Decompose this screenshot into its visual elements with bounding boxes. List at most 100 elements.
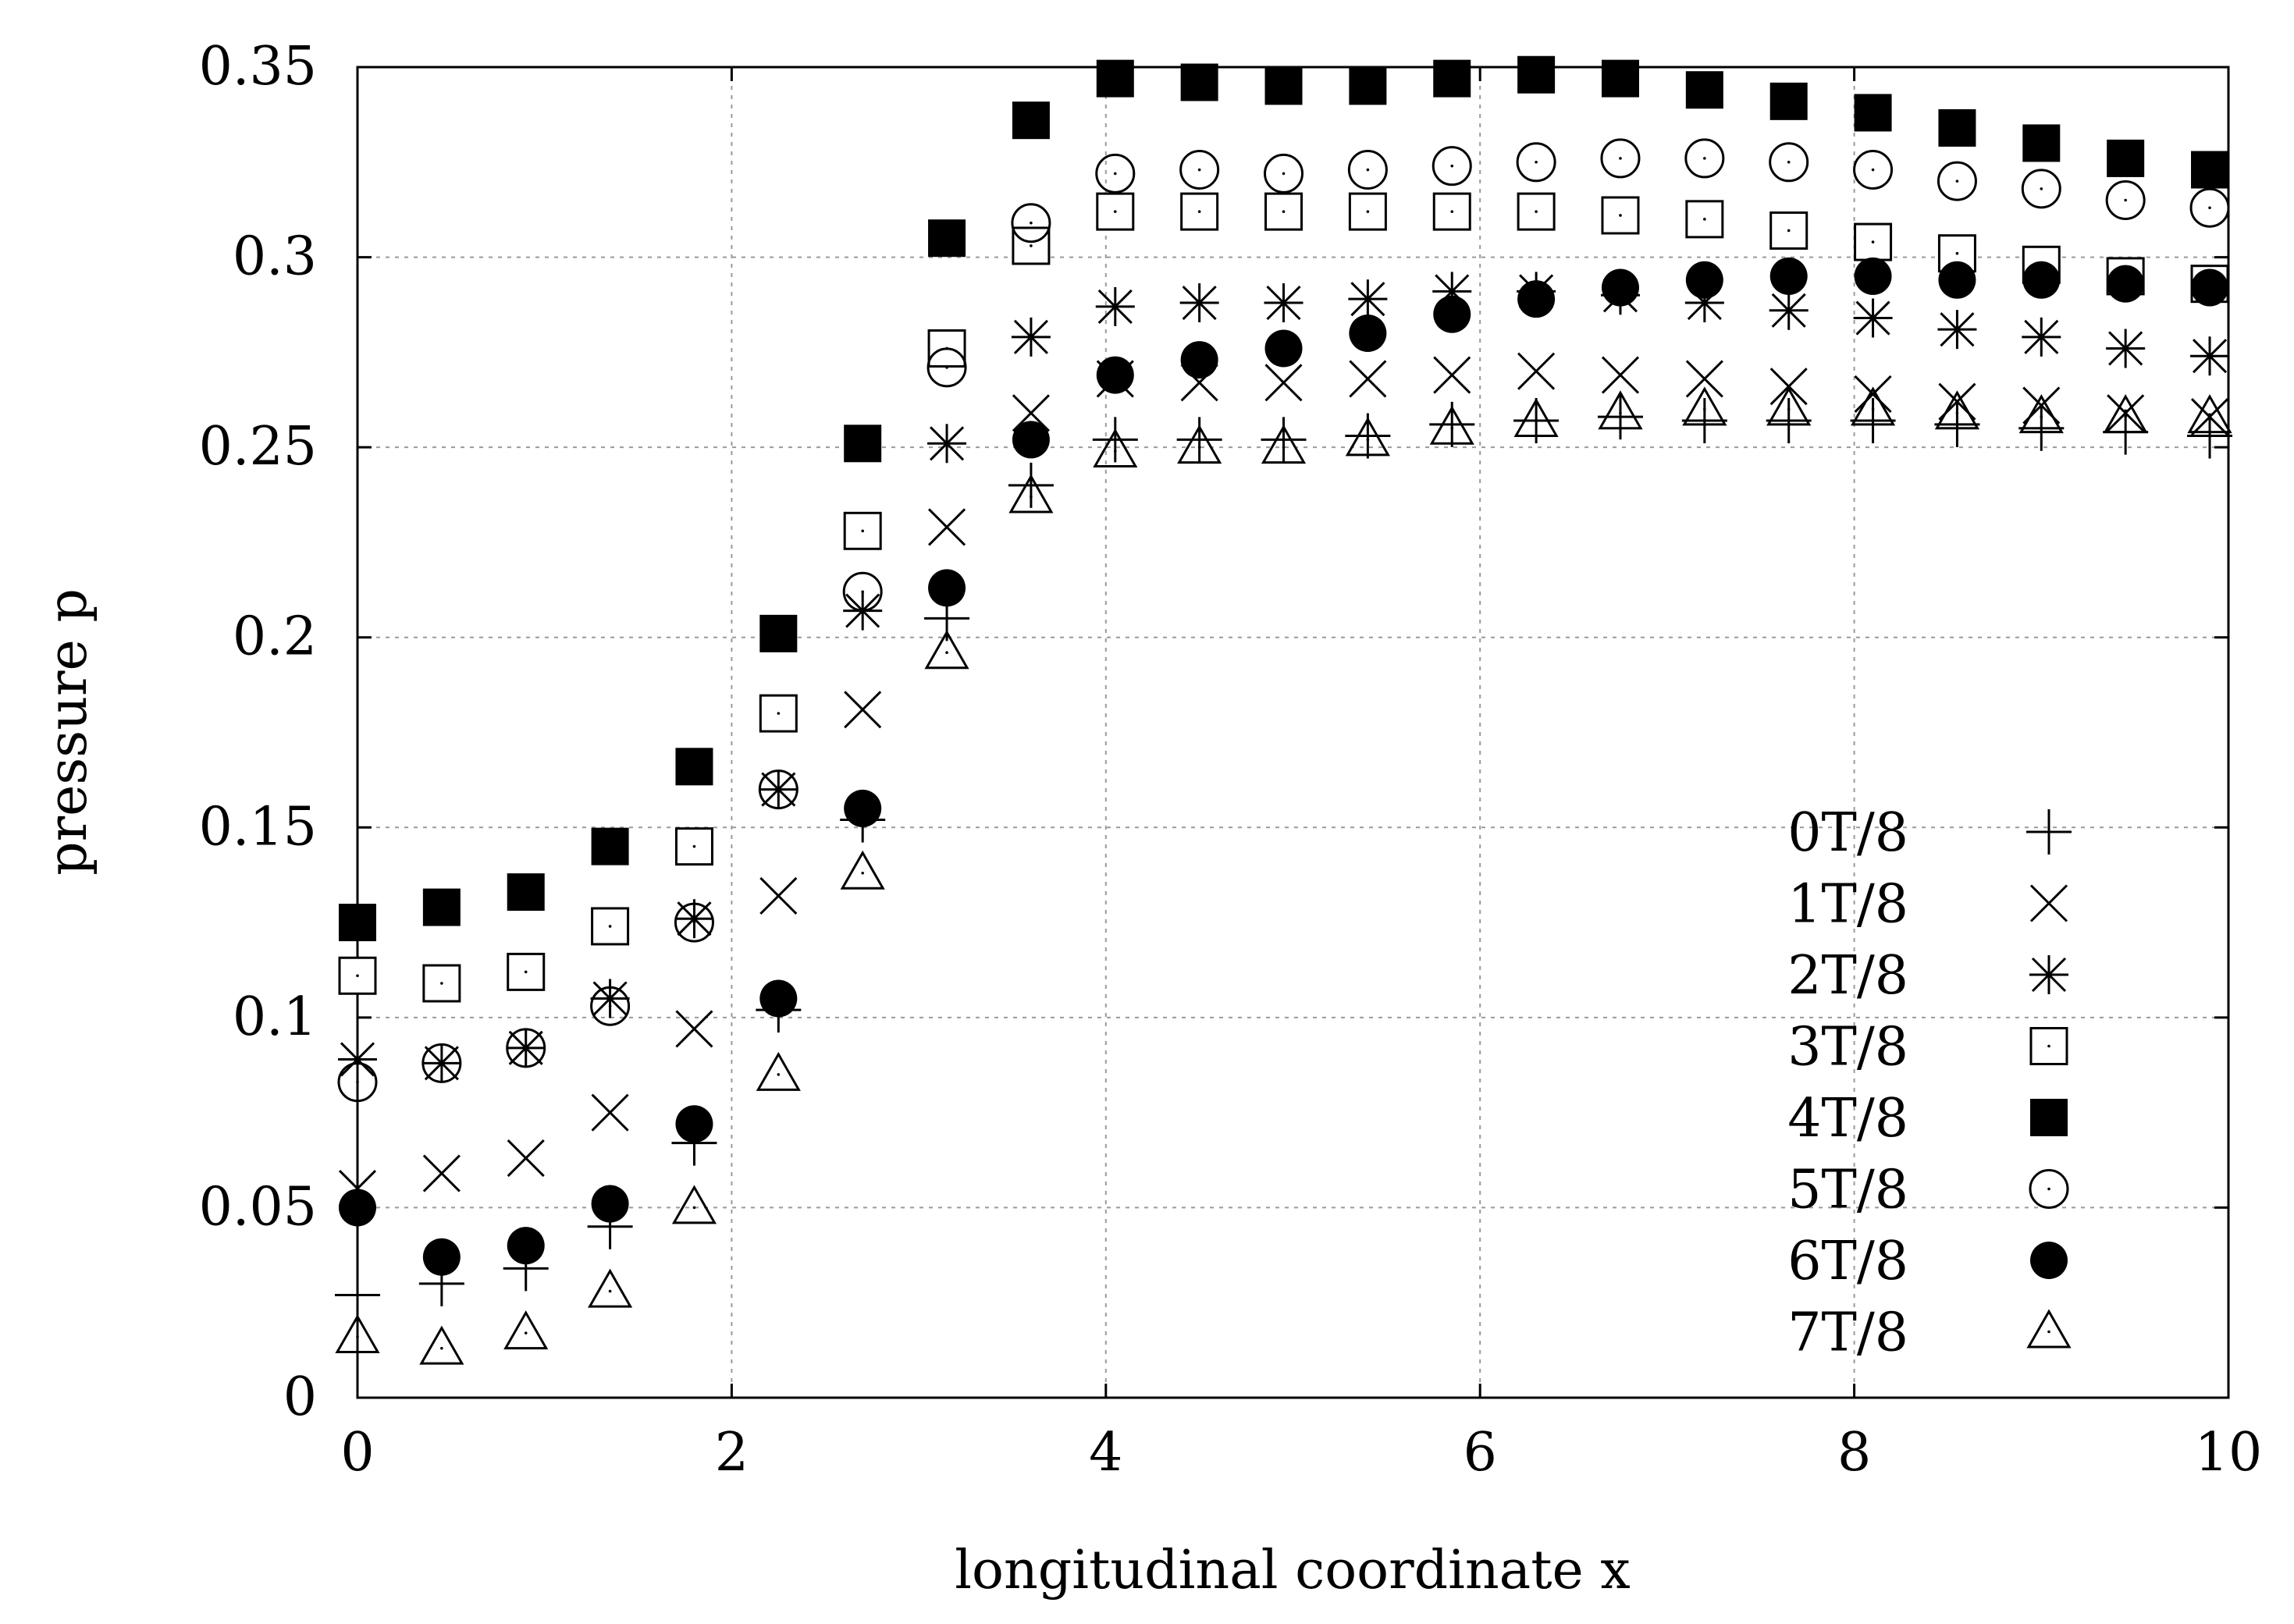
point-7t-8	[671, 1185, 717, 1224]
point-5t-8	[1432, 146, 1472, 187]
point-6t-8	[1517, 280, 1556, 318]
point-0t-8	[1092, 417, 1138, 463]
point-0t-8	[1261, 417, 1307, 463]
legend-marker-star	[2029, 955, 2068, 994]
point-2t-8	[338, 1039, 377, 1079]
point-7t-8	[1177, 425, 1222, 464]
legend-label: 0T/8	[1787, 802, 1908, 864]
legend-marker-triangle	[2026, 1309, 2072, 1349]
y-tick-label: 0.15	[199, 796, 317, 858]
point-6t-8	[507, 1227, 545, 1265]
point-3t-8	[591, 907, 630, 946]
point-0t-8	[1176, 417, 1222, 463]
point-5t-8	[842, 571, 883, 612]
point-3t-8	[1348, 192, 1387, 231]
point-5t-8	[1516, 142, 1556, 183]
point-3t-8	[1854, 222, 1893, 261]
point-7t-8	[419, 1325, 464, 1365]
legend-label: 6T/8	[1787, 1231, 1908, 1292]
point-7t-8	[2103, 394, 2148, 434]
point-6t-8	[1264, 329, 1303, 368]
point-4t-8	[507, 873, 545, 912]
point-1t-8	[422, 1154, 461, 1192]
point-4t-8	[1685, 71, 1723, 109]
legend-marker-filled-square	[2030, 1099, 2068, 1136]
point-5t-8	[1937, 161, 1977, 201]
point-4t-8	[1769, 82, 1808, 120]
point-3t-8	[843, 511, 882, 550]
x-tick-label: 10	[2195, 1422, 2263, 1484]
point-1t-8	[1012, 394, 1050, 432]
point-4t-8	[591, 827, 629, 865]
point-6t-8	[2022, 261, 2061, 299]
point-2t-8	[2022, 317, 2061, 357]
point-6t-8	[2107, 265, 2145, 303]
point-1t-8	[675, 1010, 713, 1048]
point-3t-8	[338, 956, 377, 995]
y-tick-label: 0.05	[199, 1176, 317, 1238]
point-1t-8	[844, 691, 882, 729]
x-tick-label: 0	[340, 1422, 374, 1484]
y-tick-label: 0.25	[199, 416, 317, 478]
point-5t-8	[2021, 169, 2061, 209]
point-0t-8	[1008, 462, 1054, 508]
point-7t-8	[840, 850, 885, 890]
data-points	[335, 55, 2233, 1365]
point-4t-8	[339, 904, 376, 942]
point-2t-8	[1937, 310, 1977, 350]
point-4t-8	[1180, 63, 1218, 101]
point-4t-8	[2107, 139, 2145, 177]
legend-label: 1T/8	[1787, 874, 1908, 936]
point-3t-8	[759, 694, 798, 733]
point-4t-8	[1012, 101, 1050, 140]
point-2t-8	[590, 979, 630, 1018]
point-7t-8	[503, 1310, 549, 1350]
point-3t-8	[1517, 192, 1556, 231]
point-7t-8	[1429, 405, 1474, 445]
legend: 0T/8 1T/8 2T/8 3T/8 4T/8 5T/8 6T/8 7T/8	[1787, 802, 2072, 1364]
point-2t-8	[2106, 329, 2146, 368]
point-5t-8	[2189, 187, 2230, 228]
point-2t-8	[2190, 336, 2230, 376]
point-7t-8	[1093, 428, 1138, 468]
point-0t-8	[2187, 413, 2233, 459]
point-5t-8	[1011, 203, 1051, 243]
point-1t-8	[2107, 394, 2145, 432]
point-2t-8	[1769, 290, 1809, 330]
point-5t-8	[506, 1028, 546, 1068]
plot-area-frame	[356, 66, 2230, 1399]
point-1t-8	[1349, 360, 1387, 398]
point-5t-8	[758, 769, 798, 810]
point-5t-8	[1347, 150, 1388, 190]
point-2t-8	[1011, 317, 1051, 357]
point-6t-8	[759, 979, 798, 1018]
point-1t-8	[927, 508, 966, 546]
point-5t-8	[1769, 142, 1809, 183]
point-3t-8	[1096, 192, 1135, 231]
point-4t-8	[422, 888, 461, 926]
point-1t-8	[1601, 356, 1640, 394]
point-6t-8	[2191, 268, 2229, 307]
point-6t-8	[675, 1105, 713, 1143]
point-7t-8	[1766, 386, 1812, 426]
point-4t-8	[675, 748, 713, 786]
legend-marker-cross	[2029, 884, 2068, 922]
point-4t-8	[2191, 151, 2229, 189]
point-4t-8	[1096, 59, 1134, 98]
point-7t-8	[1934, 390, 1980, 430]
point-1t-8	[759, 876, 798, 915]
point-3t-8	[1264, 192, 1303, 231]
point-7t-8	[1345, 417, 1390, 457]
legend-marker-square	[2029, 1027, 2068, 1065]
point-1t-8	[1264, 364, 1303, 402]
legend-marker-filled-circle	[2030, 1242, 2068, 1279]
point-3t-8	[1012, 226, 1051, 265]
point-4t-8	[928, 219, 966, 258]
point-6t-8	[339, 1189, 376, 1227]
point-7t-8	[335, 1314, 380, 1354]
point-0t-8	[335, 1272, 380, 1318]
x-axis-label: longitudinal coordinate x	[955, 1540, 1630, 1601]
point-5t-8	[1264, 153, 1304, 194]
point-4t-8	[2022, 124, 2061, 162]
point-2t-8	[1348, 279, 1388, 319]
